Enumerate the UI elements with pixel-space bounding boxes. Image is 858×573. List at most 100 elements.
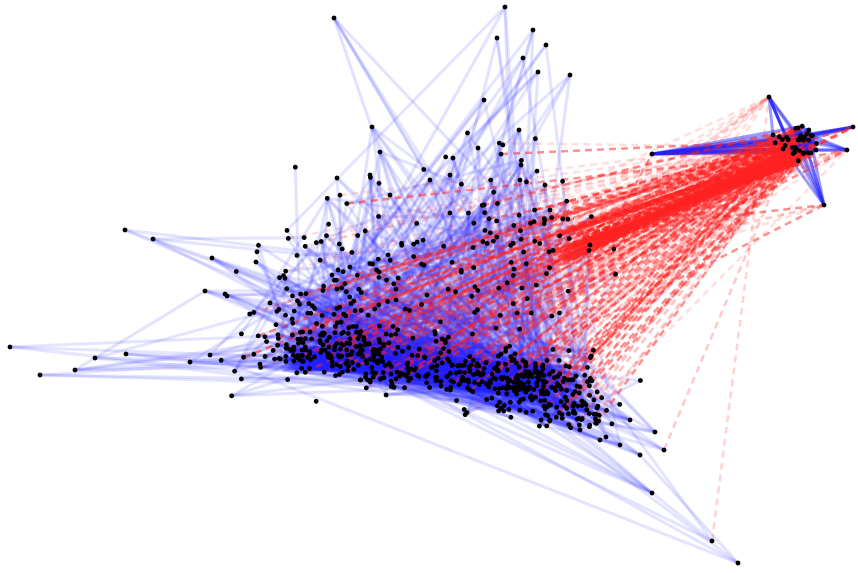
- graph-node: [508, 414, 514, 420]
- intra-cluster-edge: [360, 291, 592, 358]
- cross-cluster-edge: [292, 151, 796, 325]
- intra-cluster-edge: [319, 217, 490, 342]
- cross-cluster-edge: [346, 151, 805, 205]
- graph-node: [247, 311, 253, 317]
- intra-cluster-edge: [499, 400, 549, 418]
- graph-node: [537, 423, 542, 429]
- intra-cluster-edge: [425, 294, 509, 372]
- graph-node: [300, 329, 305, 335]
- graph-node: [523, 261, 529, 267]
- graph-node: [354, 272, 360, 278]
- intra-cluster-edge: [152, 237, 362, 312]
- graph-node: [566, 348, 572, 354]
- graph-node: [547, 207, 553, 213]
- graph-node: [445, 373, 450, 379]
- graph-node: [471, 220, 477, 226]
- graph-node: [579, 403, 585, 409]
- graph-node: [284, 228, 290, 233]
- graph-node: [559, 386, 564, 392]
- graph-node: [585, 365, 590, 370]
- graph-node: [472, 284, 478, 290]
- intra-cluster-edge: [152, 236, 305, 241]
- intra-cluster-edge: [483, 169, 538, 214]
- intra-cluster-edge: [336, 321, 499, 372]
- graph-node: [420, 237, 426, 243]
- intra-cluster-edge: [515, 392, 653, 495]
- graph-node: [649, 490, 655, 496]
- intra-cluster-edge: [466, 57, 525, 134]
- intra-cluster-edge: [450, 385, 545, 408]
- cross-cluster-edge: [378, 138, 799, 279]
- graph-node: [366, 341, 372, 347]
- graph-node: [530, 27, 536, 33]
- graph-node: [603, 434, 609, 440]
- graph-node: [433, 338, 439, 344]
- cross-cluster-edge: [447, 138, 800, 291]
- graph-node: [224, 293, 230, 299]
- graph-node: [254, 249, 260, 255]
- graph-node: [546, 249, 552, 255]
- intra-cluster-edge: [299, 365, 571, 383]
- cross-cluster-edge: [351, 95, 770, 364]
- intra-cluster-edge: [9, 333, 293, 349]
- cross-cluster-edge: [574, 96, 771, 393]
- graph-node: [370, 369, 375, 375]
- intra-cluster-edge: [320, 348, 713, 543]
- cross-cluster-edge: [600, 149, 848, 399]
- graph-node: [591, 397, 597, 403]
- graph-node: [481, 97, 487, 103]
- intra-cluster-edge: [360, 199, 568, 294]
- intra-cluster-edge: [388, 219, 546, 345]
- graph-node: [332, 330, 338, 336]
- graph-node: [150, 236, 156, 242]
- graph-node: [302, 243, 308, 249]
- cross-cluster-edge: [356, 136, 805, 334]
- intra-cluster-edge: [342, 331, 370, 381]
- intra-cluster-edge: [548, 399, 583, 406]
- cross-cluster-edge: [347, 148, 817, 372]
- graph-node: [528, 372, 534, 377]
- intra-cluster-edge: [335, 361, 540, 386]
- graph-node: [345, 331, 351, 336]
- cross-cluster-edge: [505, 134, 802, 390]
- intra-cluster-edge: [397, 276, 538, 387]
- graph-node: [508, 242, 514, 248]
- intra-cluster-edge: [605, 409, 665, 452]
- graph-node: [527, 394, 533, 400]
- graph-node: [467, 354, 473, 359]
- intra-cluster-edge: [464, 402, 575, 411]
- graph-node: [498, 351, 504, 357]
- graph-node: [399, 242, 405, 248]
- intra-cluster-edge: [384, 301, 389, 396]
- graph-node: [594, 389, 600, 395]
- graph-node: [585, 379, 590, 385]
- intra-cluster-edge: [407, 371, 548, 428]
- cross-cluster-edge: [324, 125, 803, 352]
- graph-node: [92, 355, 98, 361]
- cross-cluster-edge: [504, 132, 808, 353]
- intra-cluster-edge: [496, 129, 521, 205]
- intra-cluster-edge: [497, 142, 545, 367]
- graph-node: [308, 310, 314, 316]
- graph-node: [526, 379, 531, 385]
- intra-cluster-edge: [303, 245, 367, 378]
- cross-cluster-edge: [345, 95, 770, 293]
- graph-node: [546, 371, 552, 377]
- intra-cluster-edge: [231, 365, 470, 398]
- intra-cluster-edge: [302, 339, 437, 363]
- intra-cluster-edge: [372, 132, 469, 358]
- graph-node: [543, 42, 549, 48]
- intra-cluster-edge: [338, 195, 343, 344]
- cross-cluster-edge: [561, 150, 788, 236]
- graph-node: [515, 377, 521, 383]
- intra-cluster-edge: [538, 404, 566, 428]
- graph-node: [324, 338, 330, 344]
- intra-cluster-edge: [801, 153, 826, 206]
- graph-node: [339, 369, 345, 375]
- graph-node: [393, 331, 398, 337]
- graph-node: [582, 372, 588, 378]
- graph-node: [627, 417, 633, 423]
- intra-cluster-edge: [332, 288, 339, 315]
- graph-node: [341, 342, 347, 348]
- graph-node: [377, 149, 383, 155]
